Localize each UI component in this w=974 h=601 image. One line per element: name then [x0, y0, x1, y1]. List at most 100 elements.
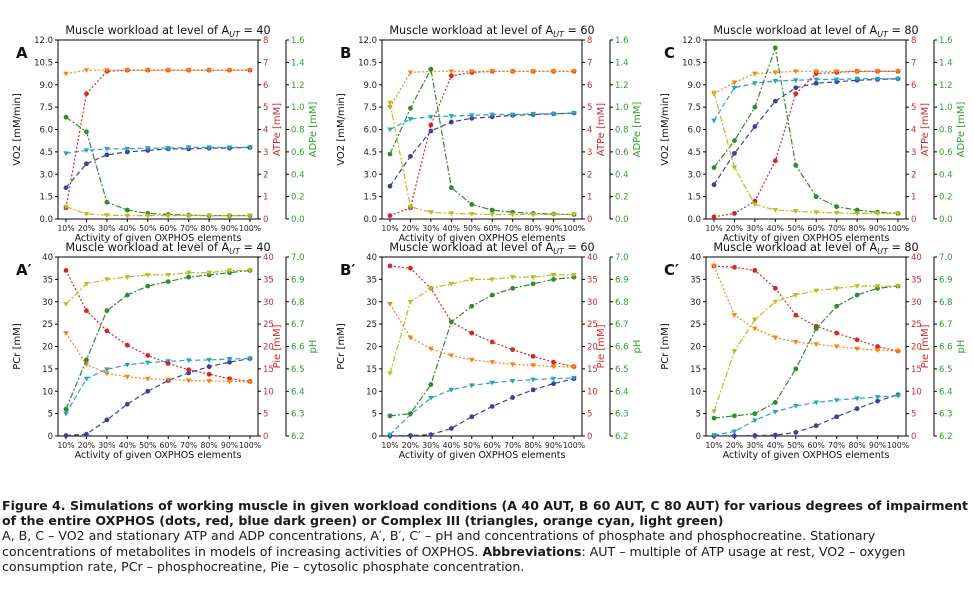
- y-right1-tick-label: 20: [263, 343, 274, 353]
- data-point-orange: [530, 69, 536, 75]
- series-line-darkgreen: [389, 67, 575, 216]
- series-line-red: [713, 70, 898, 218]
- data-point-lightgreen: [247, 213, 253, 219]
- chart-title-suffix: = 60: [564, 24, 595, 37]
- y-right2-tick-label: 6.4: [615, 387, 629, 397]
- x-axis-label: Activity of given OXPHOS elements: [723, 233, 890, 244]
- chart-title: Muscle workload at level of AUT = 60: [389, 24, 594, 39]
- y-right1-tick-label: 7: [587, 58, 592, 68]
- data-point-darkgreen: [63, 114, 69, 120]
- y-left-tick-label: 20: [690, 343, 701, 353]
- x-tick-label: 10%: [705, 224, 722, 233]
- data-point-cyan: [731, 429, 738, 435]
- y-right1-tick-label: 3: [263, 148, 268, 158]
- series-line-cyan: [713, 395, 899, 436]
- series-line-darkblue: [389, 112, 575, 187]
- data-point-darkgreen: [772, 400, 778, 405]
- data-point-red: [772, 158, 778, 164]
- data-point-red: [834, 330, 840, 336]
- y-right1-tick-label: 10: [911, 387, 922, 397]
- series-line-orange: [65, 69, 250, 75]
- y-left-tick-label: 20: [366, 343, 377, 353]
- data-point-lightgreen: [550, 272, 557, 278]
- y-right1-tick-label: 1: [911, 193, 916, 203]
- data-point-orange: [387, 301, 393, 307]
- data-point-darkblue: [772, 432, 778, 438]
- data-point-darkblue: [104, 152, 110, 158]
- data-point-cyan: [104, 367, 110, 373]
- series-line-cyan: [65, 357, 251, 414]
- y-left-tick-label: 25: [366, 320, 377, 330]
- y-left-tick-label: 1.5: [363, 193, 377, 203]
- data-point-orange: [165, 68, 172, 74]
- y-left-tick-label: 4.5: [39, 148, 53, 158]
- data-point-lightgreen: [185, 213, 192, 219]
- data-point-cyan: [185, 358, 192, 364]
- y-right1-tick-label: 4: [263, 126, 268, 136]
- data-point-lightgreen: [226, 268, 233, 274]
- data-point-red: [510, 347, 516, 353]
- y-left-axis-label: VO2 [mM/min]: [336, 93, 347, 166]
- data-point-cyan: [428, 114, 434, 120]
- data-point-darkblue: [813, 423, 819, 429]
- data-point-lightgreen: [185, 270, 192, 276]
- data-point-cyan: [854, 396, 860, 402]
- y-right2-tick-label: 1.2: [615, 81, 629, 91]
- y-left-tick-label: 0.0: [39, 215, 53, 225]
- data-point-orange: [874, 69, 881, 75]
- y-right1-tick-label: 0: [263, 432, 268, 442]
- y-right1-tick-label: 40: [263, 253, 274, 263]
- data-point-orange: [83, 68, 90, 74]
- y-left-tick-label: 25: [42, 320, 53, 330]
- data-point-cyan: [63, 411, 69, 417]
- data-point-darkgreen: [469, 202, 475, 207]
- series-line-darkblue: [65, 357, 251, 437]
- data-point-red: [387, 213, 393, 219]
- y-right2-tick-label: 6.6: [939, 343, 953, 353]
- data-point-orange: [247, 68, 253, 74]
- data-point-orange: [144, 376, 151, 382]
- x-tick-label: 90%: [545, 441, 562, 450]
- data-point-orange: [226, 379, 233, 385]
- data-point-darkblue: [530, 387, 536, 393]
- y-left-tick-label: 10.5: [682, 58, 701, 68]
- y-right1-tick-label: 3: [911, 148, 916, 158]
- y-right2-tick-label: 0.4: [291, 170, 305, 180]
- x-tick-label: 60%: [808, 441, 825, 450]
- data-point-red: [793, 312, 799, 318]
- y-right2-tick-label: 6.7: [615, 320, 629, 330]
- data-point-darkgreen: [63, 406, 69, 412]
- data-point-darkblue: [510, 395, 516, 400]
- y-right2-tick-label: 1.6: [939, 36, 953, 46]
- y-left-tick-label: 12.0: [682, 36, 701, 46]
- data-point-darkgreen: [793, 366, 799, 372]
- data-point-lightgreen: [772, 208, 779, 213]
- chart-title-text: Muscle workload at level of A: [389, 241, 553, 254]
- data-point-cyan: [833, 398, 840, 403]
- x-tick-label: 30%: [746, 441, 763, 450]
- data-point-cyan: [550, 376, 557, 382]
- data-point-orange: [772, 70, 779, 76]
- data-point-red: [84, 91, 89, 97]
- series-line-lightgreen: [713, 92, 898, 215]
- y-left-tick-label: 5: [48, 410, 53, 420]
- y-left-tick-label: 15: [690, 365, 701, 375]
- plot-frame: [381, 39, 583, 220]
- data-point-cyan: [550, 111, 557, 117]
- y-right1-tick-label: 5: [587, 410, 592, 420]
- data-point-cyan: [489, 112, 496, 118]
- y-right1-axis-label: ATPe [mM]: [920, 103, 931, 156]
- data-point-orange: [731, 80, 738, 86]
- y-left-tick-label: 3.0: [39, 170, 53, 180]
- x-tick-label: 70%: [180, 441, 197, 450]
- x-tick-label: 60%: [808, 224, 825, 233]
- y-right2-tick-label: 6.5: [939, 365, 953, 375]
- data-point-red: [387, 263, 393, 269]
- y-right2-tick-label: 6.8: [615, 298, 629, 308]
- chart-title-text: Muscle workload at level of A: [713, 24, 877, 37]
- data-point-cyan: [813, 77, 820, 83]
- y-right2-tick-label: 7.0: [939, 253, 953, 263]
- data-point-cyan: [206, 357, 212, 363]
- y-right2-axis-label: pH: [632, 340, 643, 354]
- x-tick-label: 30%: [746, 224, 763, 233]
